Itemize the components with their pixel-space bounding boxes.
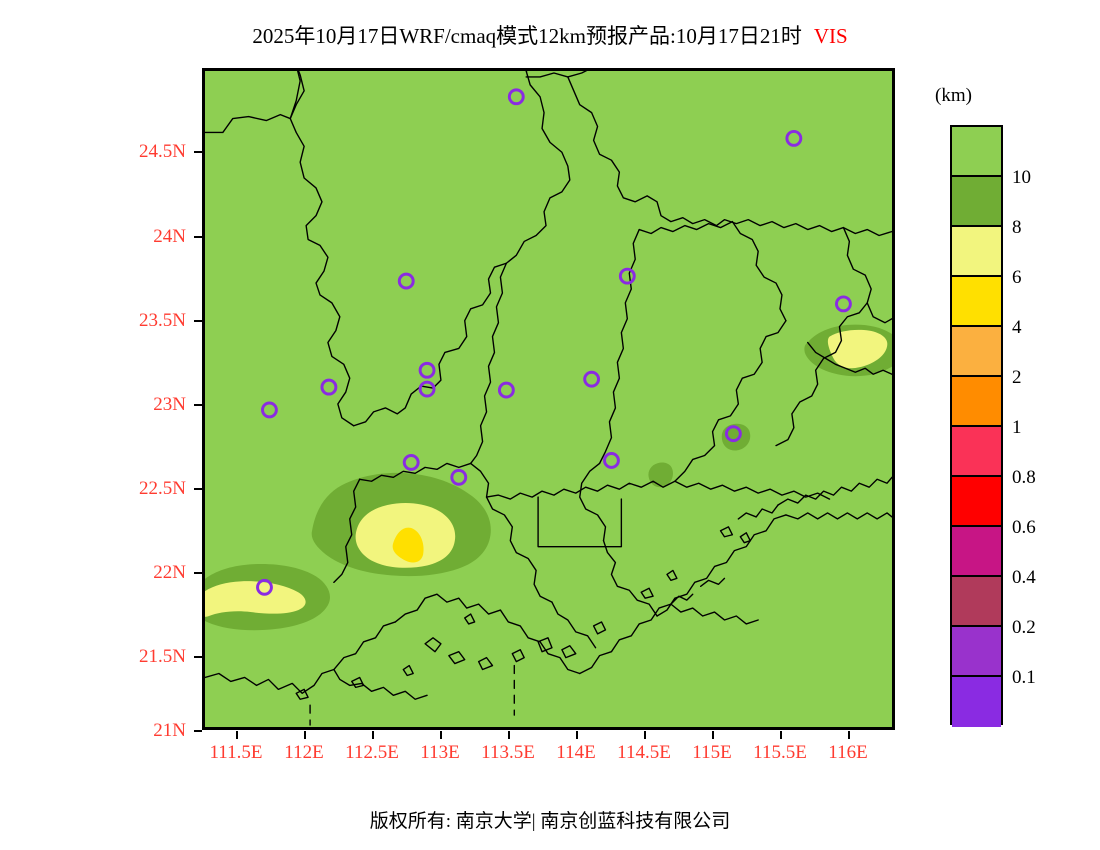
x-axis-label: 113.5E [481,742,535,763]
colorbar-band [952,677,1001,727]
map-plot-area [202,68,895,730]
station-marker [320,378,338,396]
station-marker [507,88,525,106]
y-axis-label: 23N [153,394,186,415]
x-tick [644,731,646,739]
colorbar-tick-label: 0.2 [1012,617,1036,638]
y-axis-label: 21.5N [139,646,186,667]
colorbar-tick-label: 0.1 [1012,667,1036,688]
station-marker [402,453,420,471]
station-marker [450,468,468,486]
title-variable: VIS [813,24,848,48]
x-tick [440,731,442,739]
x-axis-label: 113E [420,742,460,763]
colorbar-band [952,377,1001,427]
x-tick [576,731,578,739]
station-marker [256,578,273,596]
map-canvas [205,71,892,727]
x-axis-label: 114E [556,742,596,763]
station-marker [834,295,852,313]
colorbar-tick-label: 8 [1012,217,1022,238]
colorbar-band [952,527,1001,577]
station-marker [418,361,436,379]
x-axis-label: 115.5E [753,742,807,763]
y-tick [194,488,202,490]
station-marker [261,401,278,419]
colorbar-band [952,277,1001,327]
station-marker [397,272,415,290]
station-marker [618,267,636,285]
colorbar-band [952,227,1001,277]
x-tick [848,731,850,739]
colorbar-band [952,627,1001,677]
x-tick [780,731,782,739]
y-axis-label: 22N [153,562,186,583]
station-marker [583,370,601,388]
contour-band-6-8-southwest [205,581,306,617]
y-axis-label: 24N [153,226,186,247]
page-title: 2025年10月17日WRF/cmaq模式12km预报产品:10月17日21时 V… [0,20,1100,50]
colorbar-band [952,577,1001,627]
colorbar-tick-label: 0.6 [1012,517,1036,538]
colorbar-unit-label: (km) [935,85,972,106]
colorbar-band [952,477,1001,527]
colorbar-tick-label: 0.8 [1012,467,1036,488]
copyright-footer: 版权所有: 南京大学| 南京创蓝科技有限公司 [369,811,731,832]
x-tick [236,731,238,739]
colorbar-band [952,327,1001,377]
colorbar-band [952,427,1001,477]
colorbar-band [952,177,1001,227]
y-tick [194,656,202,658]
colorbar-tick-label: 2 [1012,367,1022,388]
y-tick [194,151,202,153]
contour-spot-qingyuan [648,462,673,488]
colorbar-tick-label: 1 [1012,417,1022,438]
station-marker [603,452,620,469]
colorbar-band [952,127,1001,177]
y-tick [194,320,202,322]
colorbar [950,125,1003,727]
x-axis-label: 111.5E [209,742,263,763]
station-marker [418,380,436,398]
x-tick [712,731,714,739]
y-tick [194,572,202,574]
colorbar-tick-label: 10 [1012,167,1031,188]
boundary-lines [205,71,892,726]
station-markers [256,88,852,596]
title-main: 2025年10月17日WRF/cmaq模式12km预报产品:10月17日21时 [252,24,802,48]
y-axis-label: 23.5N [139,310,186,331]
y-axis-label: 24.5N [139,141,186,162]
colorbar-tick-label: 0.4 [1012,567,1036,588]
y-tick [194,404,202,406]
x-axis-label: 112E [284,742,324,763]
y-axis-label: 22.5N [139,478,186,499]
x-axis-label: 116E [828,742,868,763]
x-tick [304,731,306,739]
station-marker [497,381,515,399]
x-axis-label: 115E [692,742,732,763]
y-axis-label: 21N [153,720,186,741]
y-tick [194,236,202,238]
colorbar-tick-label: 4 [1012,317,1022,338]
contour-band-6-8-east [827,329,888,369]
station-marker [724,425,742,443]
contour-band-4-6-central [392,527,424,563]
colorbar-bands [950,125,1003,727]
x-axis-label: 114.5E [617,742,671,763]
x-axis-label: 112.5E [345,742,399,763]
x-tick [372,731,374,739]
station-marker [785,129,803,147]
y-tick [194,730,202,732]
basin-background [205,71,892,727]
x-tick [508,731,510,739]
colorbar-tick-label: 6 [1012,267,1022,288]
